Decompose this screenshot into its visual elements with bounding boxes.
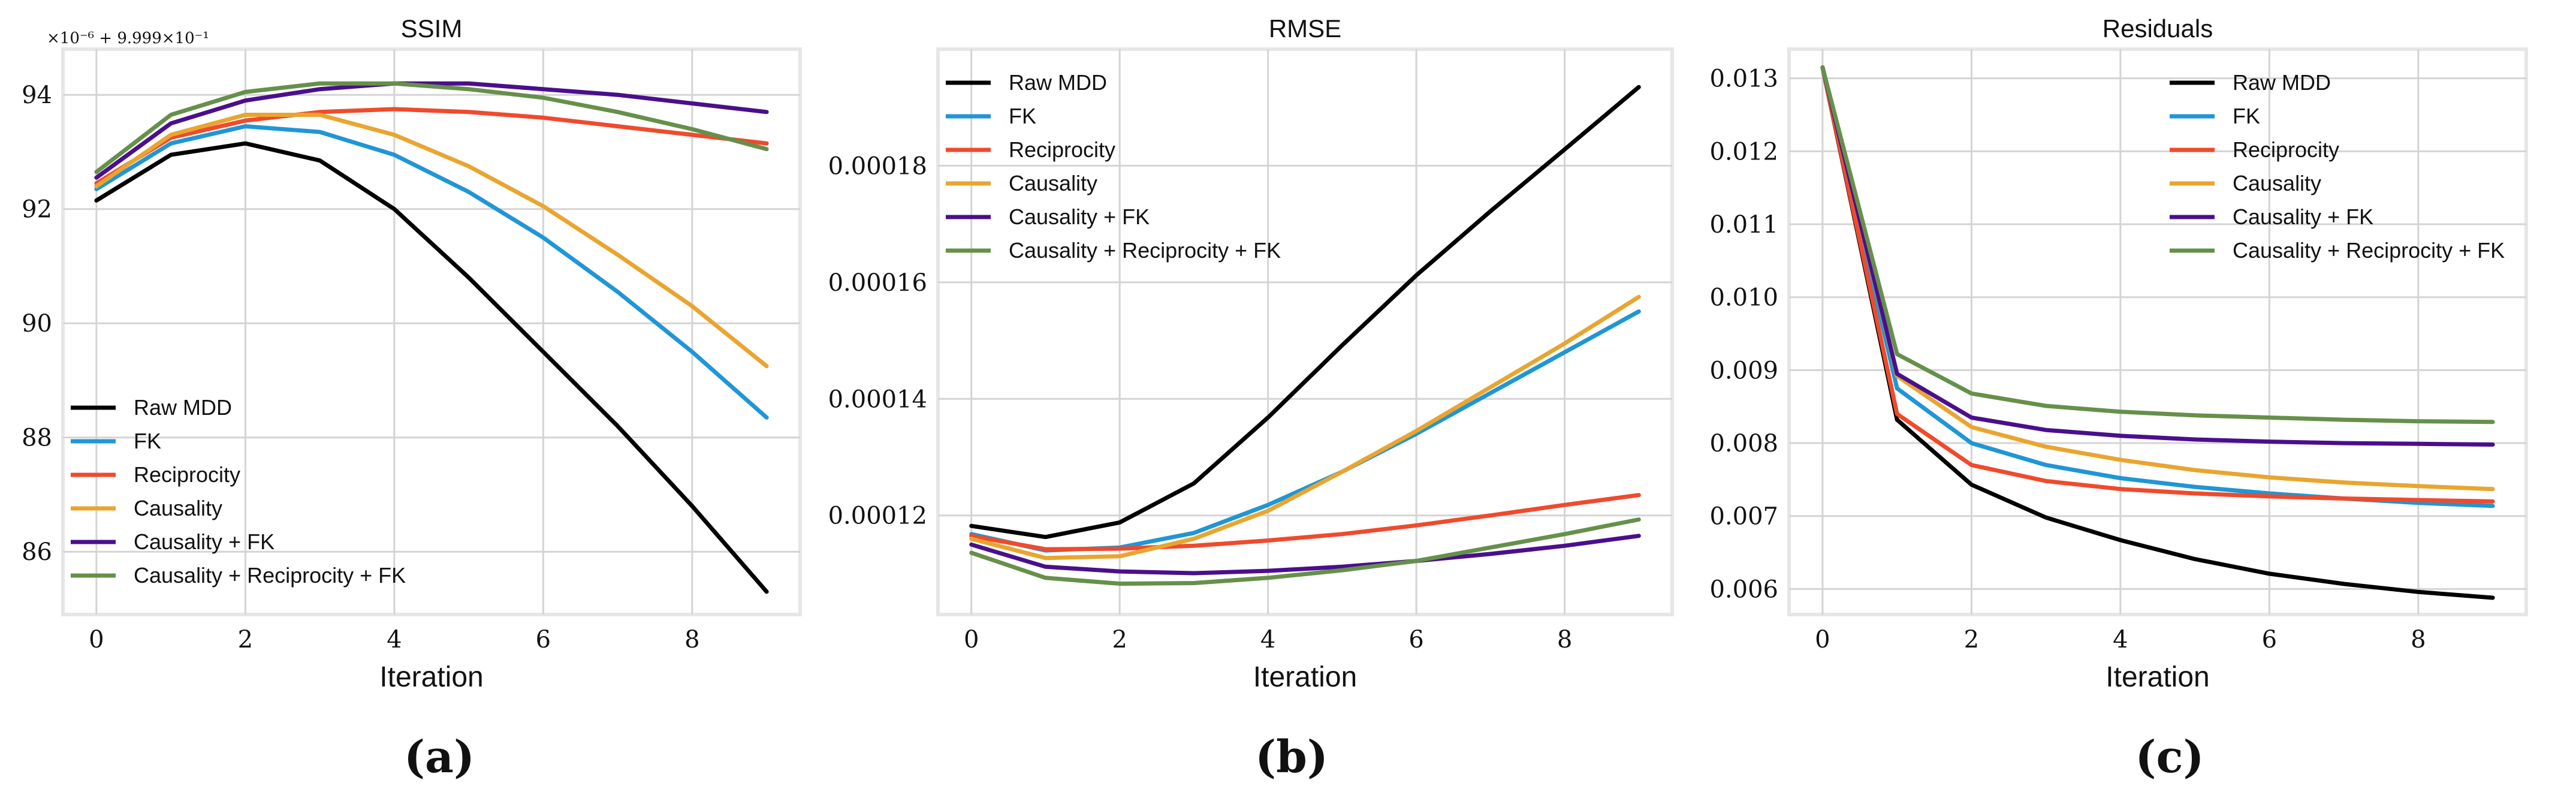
legend-label-causality-reciprocity-fk: Causality + Reciprocity + FK xyxy=(2233,238,2505,263)
plot-frame xyxy=(936,47,1674,616)
legend-label-reciprocity: Reciprocity xyxy=(2233,137,2339,162)
plot-frame xyxy=(1787,47,2528,616)
series-line-raw-mdd xyxy=(1820,65,2495,600)
series-line-reciprocity xyxy=(969,493,1641,552)
chart-title: Residuals xyxy=(2103,14,2213,43)
x-tick-label: 8 xyxy=(1557,626,1572,654)
legend-label-causality-reciprocity-fk: Causality + Reciprocity + FK xyxy=(134,563,406,588)
y-tick-label: 0.009 xyxy=(1709,357,1778,384)
y-tick-label: 0.010 xyxy=(1709,284,1778,312)
series-line-reciprocity xyxy=(94,107,769,186)
legend-label-raw-mdd: Raw MDD xyxy=(1009,70,1107,95)
y-tick-label: 0.012 xyxy=(1709,138,1778,165)
legend-label-causality-fk: Causality + FK xyxy=(134,529,275,554)
x-tick-label: 4 xyxy=(1260,626,1275,654)
y-tick-label: 0.00016 xyxy=(828,269,927,297)
residuals-chart: 0 2 4 6 8 0.006 0.007 0.008 0.009 0.010 0.011 0.012… xyxy=(1709,14,2528,693)
x-tick-label: 6 xyxy=(1408,626,1423,654)
offset-label: ×10⁻⁶ + 9.999×10⁻¹ xyxy=(47,29,209,47)
panel-label-c: (c) xyxy=(2135,731,2204,783)
legend-label-causality-reciprocity-fk: Causality + Reciprocity + FK xyxy=(1009,238,1281,263)
y-tick-label: 92 xyxy=(22,196,52,224)
y-tick-label: 0.007 xyxy=(1709,503,1778,531)
legend-label-raw-mdd: Raw MDD xyxy=(134,395,232,420)
legend-label-causality-fk: Causality + FK xyxy=(2233,204,2373,229)
legend-label-causality: Causality xyxy=(134,496,222,520)
legend-label-fk: FK xyxy=(1009,104,1036,128)
legend: Raw MDD FK Reciprocity Causality Causality +… xyxy=(71,395,406,588)
legend: Raw MDD FK Reciprocity Causality Causality +… xyxy=(946,70,1281,263)
ssim-chart: 0 2 4 6 8 86 88 90 92 94 SSIM Iteration ×10⁻⁶ + 9.99… xyxy=(22,14,802,693)
x-tick-label: 4 xyxy=(2113,626,2128,654)
y-tick-label: 94 xyxy=(22,82,52,109)
series-line-causality xyxy=(94,113,769,369)
x-axis-title: Iteration xyxy=(379,661,483,693)
x-tick-label: 6 xyxy=(2262,626,2277,654)
y-tick-label: 88 xyxy=(22,424,52,452)
x-tick-label: 2 xyxy=(1112,626,1127,654)
legend-label-fk: FK xyxy=(2233,104,2260,128)
y-tick-label: 0.006 xyxy=(1709,576,1778,603)
x-tick-label: 0 xyxy=(964,626,979,654)
series-line-fk xyxy=(94,124,769,420)
legend-label-reciprocity: Reciprocity xyxy=(134,462,240,487)
x-tick-label: 8 xyxy=(684,626,699,654)
x-tick-label: 2 xyxy=(238,626,253,654)
x-tick-label: 8 xyxy=(2411,626,2426,654)
legend-label-fk: FK xyxy=(134,429,161,453)
panel-label-a: (a) xyxy=(404,731,475,783)
chart-title: SSIM xyxy=(401,14,463,43)
series-line-reciprocity xyxy=(1820,65,2495,504)
series-line-causality-fk xyxy=(1820,65,2495,447)
y-tick-label: 0.008 xyxy=(1709,430,1778,457)
series-line-causality xyxy=(1820,65,2495,492)
x-axis-title: Iteration xyxy=(1253,661,1357,693)
legend-label-causality: Causality xyxy=(1009,171,1097,195)
x-tick-label: 2 xyxy=(1964,626,1979,654)
series-line-raw-mdd xyxy=(969,85,1641,540)
y-tick-label: 0.00018 xyxy=(828,152,927,180)
series-line-causality-reciprocity-fk xyxy=(969,517,1641,586)
series-line-causality xyxy=(969,294,1641,561)
y-tick-label: 0.00012 xyxy=(828,502,927,530)
legend-label-causality: Causality xyxy=(2233,171,2321,195)
y-tick-label: 90 xyxy=(22,310,52,338)
legend: Raw MDD FK Reciprocity Causality Causality +… xyxy=(2170,70,2505,263)
series-line-causality-reciprocity-fk xyxy=(94,81,769,174)
series-line-causality-fk xyxy=(969,534,1641,576)
x-tick-label: 0 xyxy=(89,626,104,654)
series-line-causality-reciprocity-fk xyxy=(1820,65,2495,424)
legend-label-causality-fk: Causality + FK xyxy=(1009,204,1150,229)
rmse-chart: 0 2 4 6 8 0.00012 0.00014 0.00016 0.00018 RMSE Ite… xyxy=(828,14,1674,693)
y-tick-label: 86 xyxy=(22,538,52,566)
plot-frame xyxy=(61,47,802,616)
y-tick-label: 0.011 xyxy=(1709,211,1778,239)
x-tick-label: 6 xyxy=(536,626,551,654)
series-line-raw-mdd xyxy=(94,141,769,594)
x-axis-title: Iteration xyxy=(2106,661,2209,693)
y-tick-label: 0.00014 xyxy=(828,386,927,413)
panel-label-b: (b) xyxy=(1255,731,1328,783)
legend-label-raw-mdd: Raw MDD xyxy=(2233,70,2331,95)
x-tick-label: 0 xyxy=(1815,626,1830,654)
series-line-causality-fk xyxy=(94,81,769,180)
y-tick-label: 0.013 xyxy=(1709,65,1778,93)
x-tick-label: 4 xyxy=(387,626,402,654)
legend-label-reciprocity: Reciprocity xyxy=(1009,137,1115,162)
chart-title: RMSE xyxy=(1269,14,1341,43)
